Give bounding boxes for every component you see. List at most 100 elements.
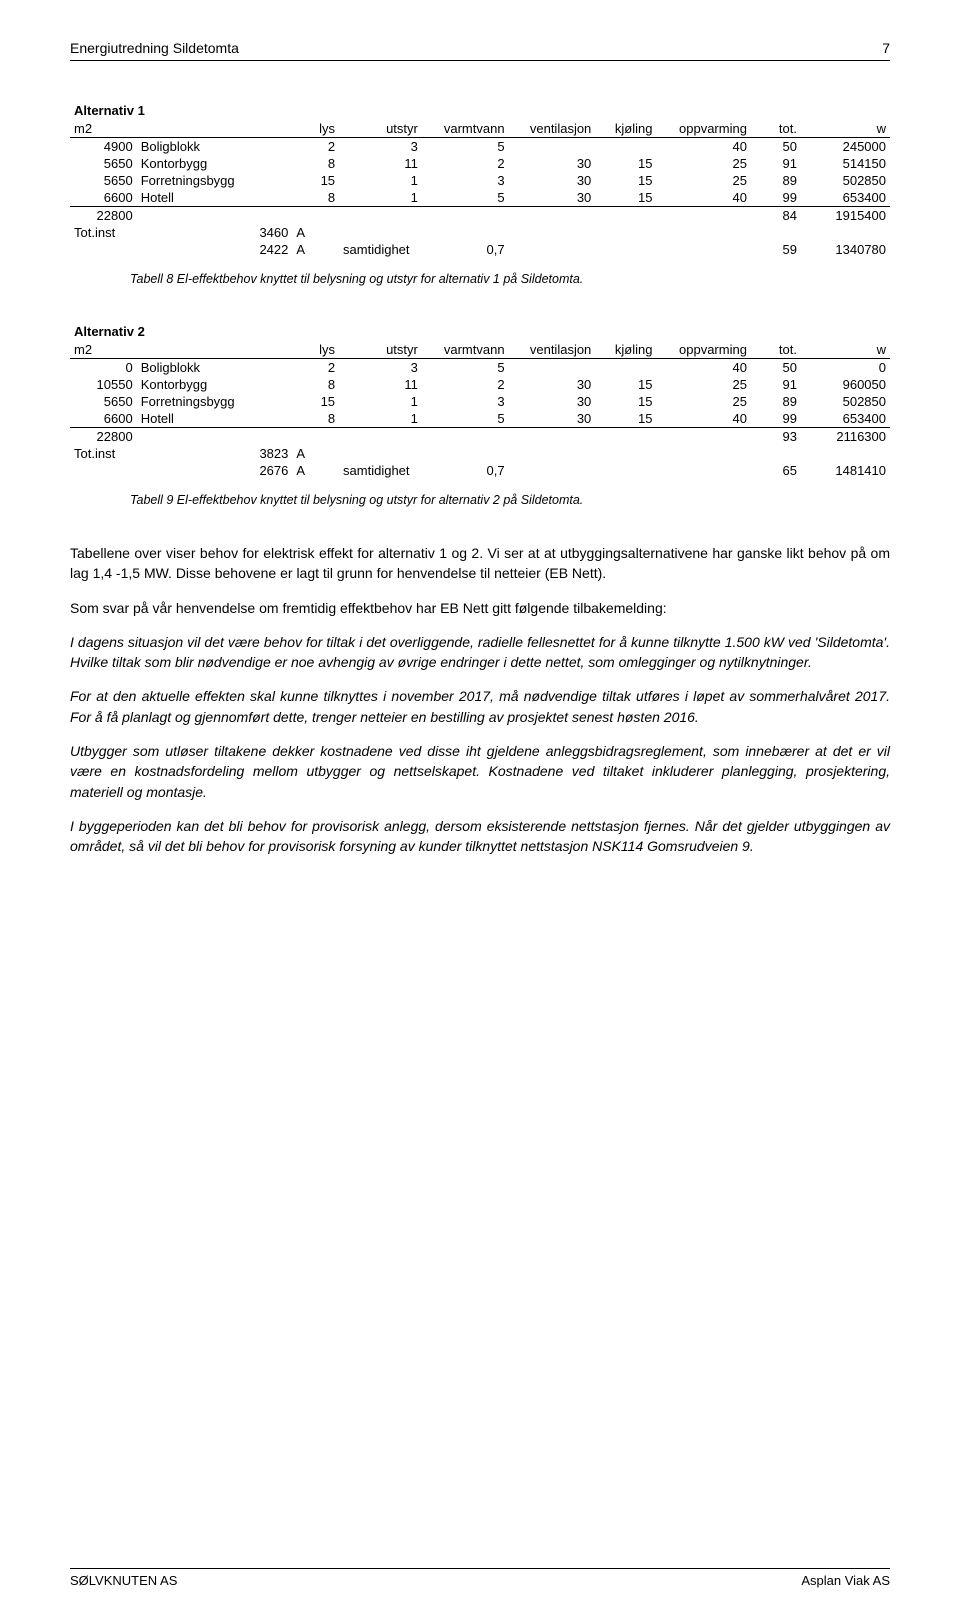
table-cell: 89	[751, 393, 801, 410]
table-cell	[422, 207, 509, 225]
column-header: m2	[70, 341, 137, 359]
table-cell: 15	[292, 172, 339, 189]
table-cell: 653400	[801, 410, 890, 428]
column-header: lys	[292, 120, 339, 138]
paragraph: I byggeperioden kan det bli behov for pr…	[70, 816, 890, 857]
table-cell: 1	[339, 393, 422, 410]
column-header: tot.	[751, 341, 801, 359]
table-cell: 25	[656, 155, 751, 172]
table-cell	[339, 428, 422, 446]
header-page: 7	[882, 40, 890, 56]
table-cell	[656, 224, 751, 241]
table-cell	[509, 359, 596, 377]
column-header: w	[801, 120, 890, 138]
table-cell	[509, 462, 596, 479]
table-cell: 1481410	[801, 462, 890, 479]
table-cell: 1	[339, 172, 422, 189]
table1: m2lysutstyrvarmtvannventilasjonkjølingop…	[70, 120, 890, 258]
table-cell: 15	[595, 189, 656, 207]
table-cell	[595, 462, 656, 479]
table-cell	[801, 224, 890, 241]
table-cell: 1	[339, 189, 422, 207]
table-cell	[339, 445, 422, 462]
table-cell: 3460	[137, 224, 293, 241]
paragraph: Tabellene over viser behov for elektrisk…	[70, 543, 890, 584]
table-cell: 30	[509, 155, 596, 172]
table-cell: 5	[422, 189, 509, 207]
table-cell	[595, 224, 656, 241]
table-cell: 2422	[137, 241, 293, 258]
table-cell: 10550	[70, 376, 137, 393]
table-cell	[656, 428, 751, 446]
table-cell: 514150	[801, 155, 890, 172]
table-cell: 653400	[801, 189, 890, 207]
table-cell	[509, 445, 596, 462]
table-cell: A	[292, 445, 339, 462]
table-cell: 40	[656, 410, 751, 428]
table-cell	[595, 207, 656, 225]
table2: m2lysutstyrvarmtvannventilasjonkjølingop…	[70, 341, 890, 479]
table-cell: 0	[801, 359, 890, 377]
table-cell: 3	[422, 393, 509, 410]
column-header	[137, 341, 293, 359]
table-cell	[509, 241, 596, 258]
column-header: oppvarming	[656, 341, 751, 359]
table-cell: 5	[422, 138, 509, 156]
table-cell	[595, 445, 656, 462]
paragraph: I dagens situasjon vil det være behov fo…	[70, 632, 890, 673]
table-cell: Boligblokk	[137, 359, 293, 377]
table-cell: 5650	[70, 155, 137, 172]
table-cell: 8	[292, 376, 339, 393]
table-cell	[751, 445, 801, 462]
table-cell: 59	[751, 241, 801, 258]
column-header: kjøling	[595, 120, 656, 138]
table-cell	[292, 428, 339, 446]
table-cell: 2	[422, 155, 509, 172]
table-cell: 5	[422, 359, 509, 377]
table-cell	[595, 359, 656, 377]
table-cell: samtidighet	[339, 241, 422, 258]
column-header: kjøling	[595, 341, 656, 359]
table-cell: 25	[656, 393, 751, 410]
column-header: ventilasjon	[509, 341, 596, 359]
table-cell: 3823	[137, 445, 293, 462]
column-header: oppvarming	[656, 120, 751, 138]
table1-title: Alternativ 1	[70, 101, 890, 120]
table-cell: 99	[751, 410, 801, 428]
column-header: utstyr	[339, 341, 422, 359]
table-cell	[339, 207, 422, 225]
paragraph: Som svar på vår henvendelse om fremtidig…	[70, 598, 890, 618]
column-header: varmtvann	[422, 120, 509, 138]
table-cell: Kontorbygg	[137, 155, 293, 172]
table-cell: 4900	[70, 138, 137, 156]
table-cell	[656, 241, 751, 258]
table-cell: 8	[292, 410, 339, 428]
table-cell: 84	[751, 207, 801, 225]
table-cell	[137, 207, 293, 225]
table-cell: 8	[292, 189, 339, 207]
table-cell: 15	[595, 410, 656, 428]
table-cell	[801, 445, 890, 462]
table-cell: 22800	[70, 428, 137, 446]
table-cell: 30	[509, 410, 596, 428]
column-header: lys	[292, 341, 339, 359]
page-header: Energiutredning Sildetomta 7	[70, 40, 890, 61]
table-cell: 3	[422, 172, 509, 189]
table-cell: Forretningsbygg	[137, 172, 293, 189]
table-cell: 40	[656, 189, 751, 207]
table-cell: 65	[751, 462, 801, 479]
table-cell: 3	[339, 138, 422, 156]
table-cell: 1	[339, 410, 422, 428]
table-cell: 91	[751, 376, 801, 393]
table2-caption: Tabell 9 El-effektbehov knyttet til bely…	[130, 493, 890, 507]
table-alternativ-1: Alternativ 1 m2lysutstyrvarmtvannventila…	[70, 101, 890, 258]
table-cell: 245000	[801, 138, 890, 156]
table-cell	[509, 428, 596, 446]
table-cell	[656, 462, 751, 479]
column-header: w	[801, 341, 890, 359]
table-cell	[70, 241, 137, 258]
table-cell	[70, 462, 137, 479]
table-cell: 50	[751, 359, 801, 377]
table-cell: 0	[70, 359, 137, 377]
table-cell: Hotell	[137, 410, 293, 428]
